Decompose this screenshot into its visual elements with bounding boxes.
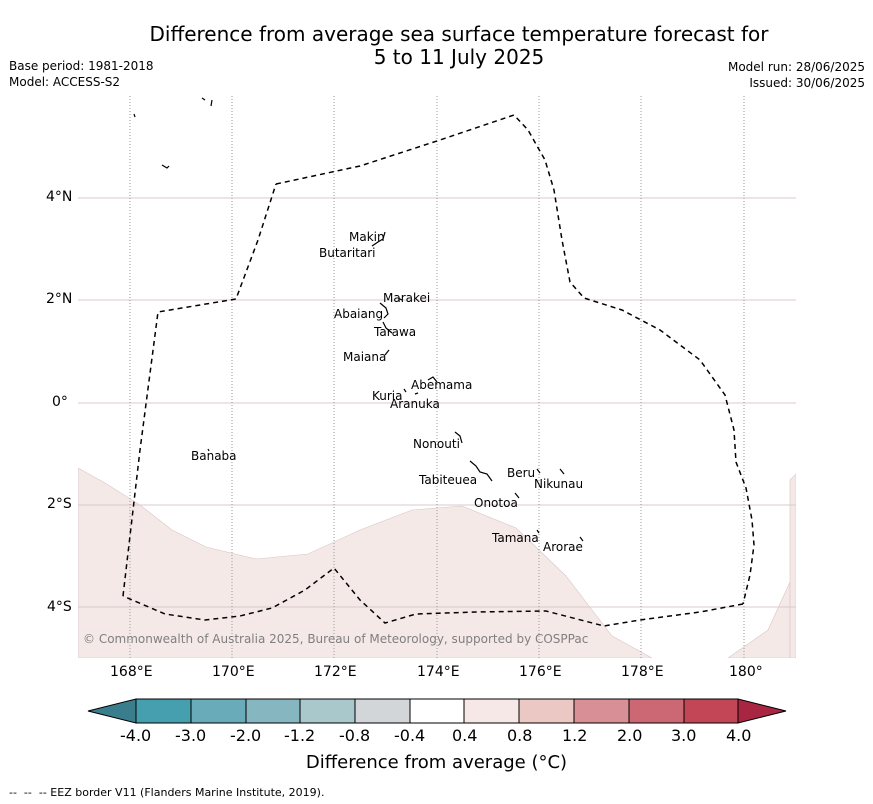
lon-tick-label: 176°E [519, 664, 562, 680]
colorbar-tick-label: -0.8 [339, 726, 371, 745]
lon-tick-label: 172°E [314, 664, 357, 680]
island-label-makin: Makin [349, 230, 385, 244]
lat-tick-label: 0° [52, 394, 68, 410]
colorbar-low-extension [87, 698, 137, 724]
colorbar-tick-label: 2.0 [617, 726, 643, 745]
lat-tick-label: 4°S [47, 599, 72, 615]
colorbar-segment [354, 698, 411, 724]
colorbar-segment [299, 698, 356, 724]
lon-tick-label: 174°E [417, 664, 460, 680]
island-label-abaiang: Abaiang [334, 307, 384, 321]
island-label-tabiteuea: Tabiteuea [419, 473, 478, 487]
colorbar-title: Difference from average (°C) [305, 752, 568, 773]
colorbar-high-extension [737, 698, 787, 724]
lon-tick-label: 170°E [212, 664, 255, 680]
colorbar-segment [245, 698, 301, 724]
colorbar-segment [409, 698, 465, 724]
island-label-tamana: Tamana [492, 531, 539, 545]
issued-label: Issued: 30/06/2025 [749, 76, 865, 90]
coastlines [133, 97, 584, 542]
colorbar-segment [190, 698, 247, 724]
island-label-nikunau: Nikunau [534, 477, 584, 491]
colorbar-tick-label: 3.0 [671, 726, 697, 745]
colorbar-segment [573, 698, 630, 724]
island-label-tarawa: Tarawa [374, 325, 417, 339]
map-title-line2: 5 to 11 July 2025 [373, 45, 545, 69]
island-label-aranuka: Aranuka [390, 397, 440, 411]
model-run-label: Model run: 28/06/2025 [727, 60, 865, 74]
anomaly-region-east-edge [789, 473, 796, 658]
lat-tick-label: 2°S [47, 496, 72, 512]
anomaly-region-east-bottom [727, 581, 791, 658]
lat-tick-label: 4°N [46, 189, 73, 205]
colorbar-segment [135, 698, 192, 724]
colorbar-tick-label: 0.8 [507, 726, 533, 745]
island-label-marakei: Marakei [383, 291, 431, 305]
anomaly-region-south [78, 467, 653, 658]
lat-tick-label: 2°N [46, 291, 73, 307]
island-label-abemama: Abemama [411, 378, 473, 392]
map-title-line1: Difference from average sea surface temp… [149, 22, 769, 46]
lon-tick-label: 168°E [110, 664, 153, 680]
colorbar-segment [628, 698, 685, 724]
island-label-beru: Beru [507, 466, 536, 480]
island-label-kuria: Kuria [372, 389, 403, 403]
island-label-butaritari: Butaritari [319, 246, 376, 260]
colorbar-segment [463, 698, 520, 724]
eez-border [122, 114, 755, 627]
colorbar-tick-label: -3.0 [175, 726, 207, 745]
longitude-gridlines [129, 96, 745, 658]
colorbar-tick-label: -1.2 [284, 726, 316, 745]
colorbar-tick-label: 4.0 [726, 726, 752, 745]
island-label-onotoa: Onotoa [474, 496, 518, 510]
island-label-arorae: Arorae [543, 540, 583, 554]
island-label-maiana: Maiana [343, 350, 387, 364]
lon-tick-label: 180° [729, 664, 763, 680]
base-period-label: Base period: 1981-2018 [9, 59, 154, 73]
colorbar-segment [518, 698, 575, 724]
colorbar-tick-label: -4.0 [120, 726, 152, 745]
colorbar [87, 698, 787, 724]
colorbar-segment [683, 698, 739, 724]
lon-tick-label: 178°E [621, 664, 664, 680]
colorbar-tick-label: 1.2 [562, 726, 588, 745]
copyright-notice: © Commonwealth of Australia 2025, Bureau… [83, 632, 589, 646]
island-label-nonouti: Nonouti [413, 437, 460, 451]
colorbar-tick-label: -2.0 [230, 726, 262, 745]
island-label-banaba: Banaba [191, 449, 237, 463]
model-label: Model: ACCESS-S2 [9, 75, 121, 89]
colorbar-tick-label: 0.4 [452, 726, 478, 745]
eez-legend: -- -- -- EEZ border V11 (Flanders Marine… [9, 786, 325, 799]
colorbar-tick-label: -0.4 [394, 726, 426, 745]
